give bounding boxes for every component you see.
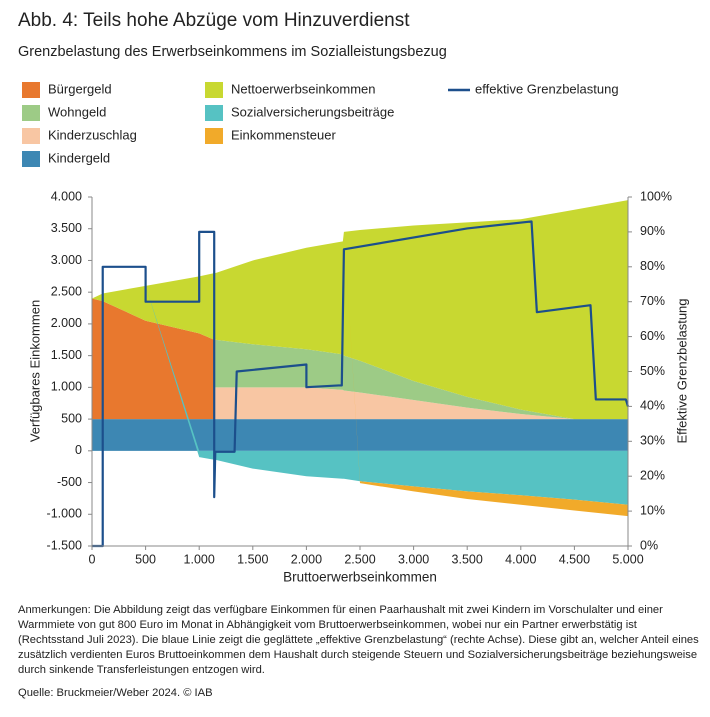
y2-tick-label: 0% [640,538,658,552]
x-axis-label: Bruttoerwerbseinkommen [283,570,437,585]
note: zusätzlich verdienten Euros Bruttoeinkom… [18,649,697,661]
y-tick-label: 500 [61,411,82,425]
x-tick-label: 3.500 [452,552,483,566]
legend-swatch [205,128,223,144]
y-tick-label: 2.500 [51,284,82,298]
note: Warmmiete von gut 800 Euro im Monat in A… [18,619,638,631]
x-tick-label: 500 [135,552,156,566]
y-tick-label: -1.500 [47,538,82,552]
x-tick-label: 1.000 [184,552,215,566]
note: Anmerkungen: Die Abbildung zeigt das ver… [18,604,663,616]
y-tick-label: 0 [75,443,82,457]
x-tick-label: 2.000 [291,552,322,566]
legend-label: Nettoerwerbseinkommen [231,81,376,96]
y-tick-label: 2.000 [51,316,82,330]
area [92,419,628,451]
y2-tick-label: 100% [640,189,672,203]
legend-label: Einkommensteuer [231,127,336,142]
y2-tick-label: 30% [640,434,665,448]
y-axis-label: Verfügbares Einkommen [27,300,42,442]
legend-label: Kinderzuschlag [48,127,137,142]
legend-label: Bürgergeld [48,81,112,96]
line [92,220,630,548]
y-tick-label: 3.000 [51,253,82,267]
x-tick-label: 3.000 [398,552,429,566]
y-tick-label: 4.000 [51,189,82,203]
y2-tick-label: 70% [640,294,665,308]
x-tick-label: 2.500 [344,552,375,566]
y-tick-label: 3.500 [51,221,82,235]
x-tick-label: 4.500 [559,552,590,566]
x-tick-label: 0 [89,552,96,566]
y2-axis-label: Effektive Grenzbelastung [674,298,689,443]
legend-swatch [22,105,40,121]
y2-tick-label: 50% [640,364,665,378]
legend-swatch [205,82,223,98]
legend-swatch [22,128,40,144]
y2-tick-label: 20% [640,468,665,482]
legend-swatch [205,105,223,121]
y-tick-label: 1.000 [51,380,82,394]
y2-tick-label: 10% [640,503,665,517]
legend-swatch [22,151,40,167]
x-tick-label: 1.500 [237,552,268,566]
area [92,339,628,420]
chart-title: Abb. 4: Teils hohe Abzüge vom Hinzuverdi… [18,10,410,31]
y2-tick-label: 90% [640,224,665,238]
legend-label: Sozialversicherungsbeiträge [231,104,394,119]
chart-subtitle: Grenzbelastung des Erwerbseinkommens im … [18,44,447,60]
legend-label: effektive Grenzbelastung [475,81,619,96]
x-tick-label: 5.000 [612,552,643,566]
area [92,298,628,420]
area [92,285,628,505]
y-tick-label: -1.000 [47,507,82,521]
note: (Rechtsstand Juli 2023). Die blaue Linie… [18,634,699,646]
note: durch sinkende Transferleistungen entzog… [18,664,265,676]
y-tick-label: -500 [57,475,82,489]
y2-tick-label: 60% [640,329,665,343]
area [92,387,628,420]
y-tick-label: 1.500 [51,348,82,362]
area [92,200,628,420]
legend-label: Kindergeld [48,150,110,165]
x-tick-label: 4.000 [505,552,536,566]
y2-tick-label: 80% [640,259,665,273]
legend-label: Wohngeld [48,104,106,119]
y2-tick-label: 40% [640,399,665,413]
legend-swatch [22,82,40,98]
source: Quelle: Bruckmeier/Weber 2024. © IAB [18,687,213,699]
